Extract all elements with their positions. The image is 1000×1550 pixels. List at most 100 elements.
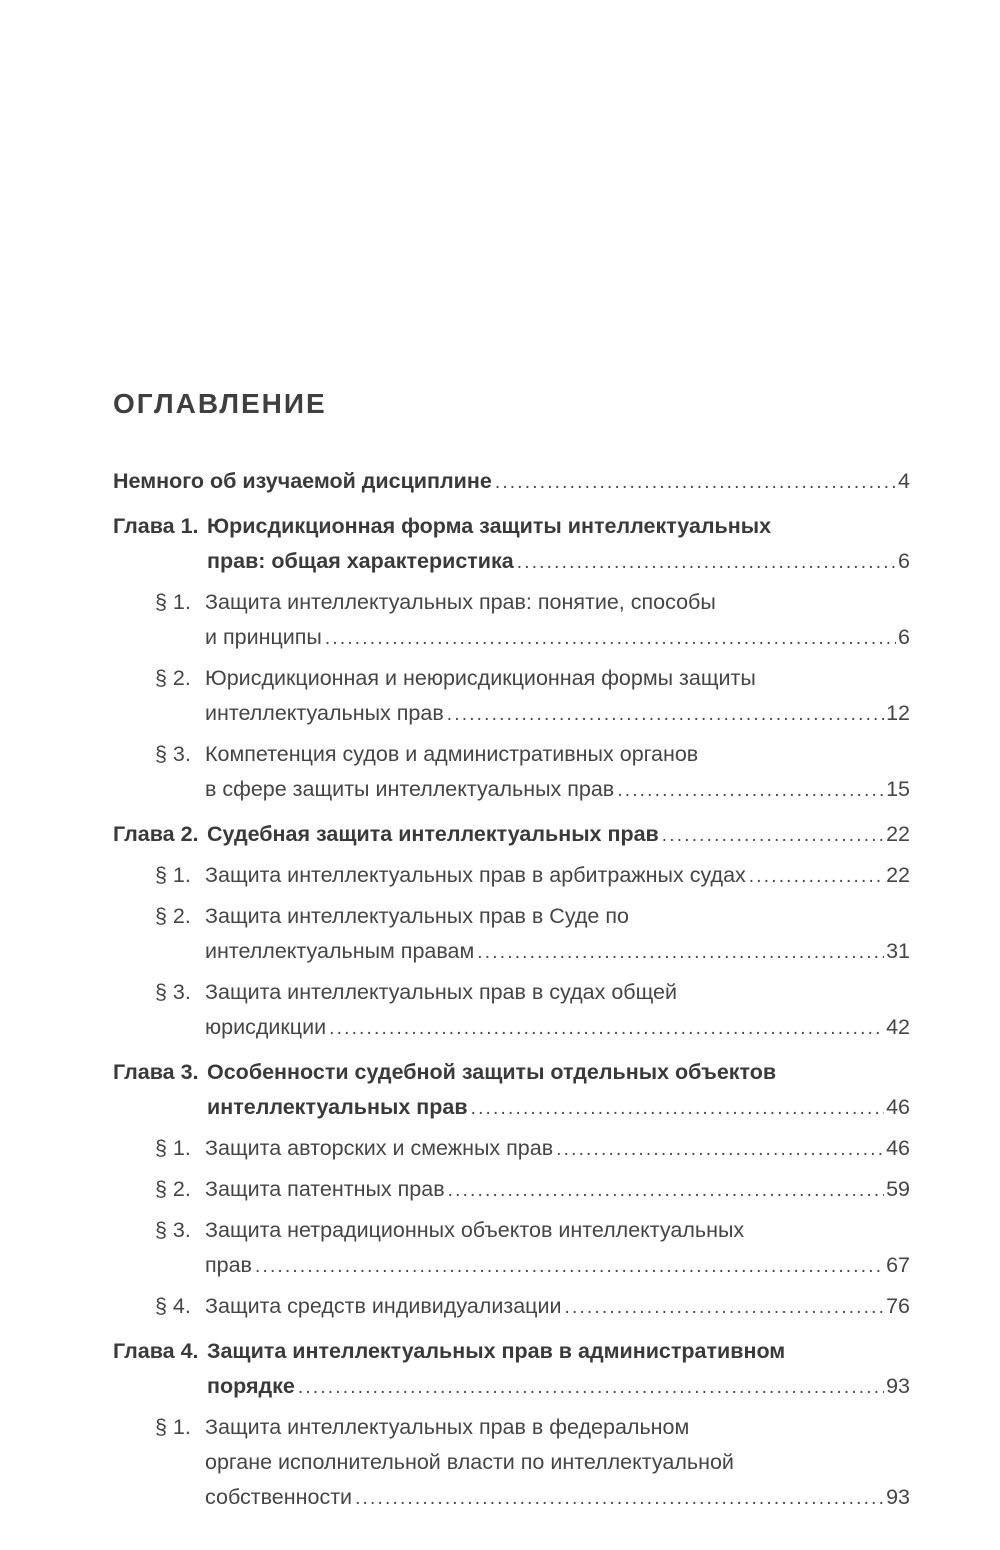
toc-line: Глава 3. Особенности судебной защиты отде…	[113, 1055, 910, 1090]
page-number: 46	[886, 1136, 910, 1160]
toc-line: § 2. Юрисдикционная и неюрисдикционная фо…	[113, 661, 910, 696]
entry-text: Защита интеллектуальных прав в Суде по	[205, 904, 629, 928]
toc-line: юрисдикции 42	[113, 1010, 910, 1046]
toc-entry: § 2. Защита патентных прав 59	[113, 1172, 910, 1208]
entry-text: Компетенция судов и административных орг…	[205, 742, 699, 766]
entry-text: интеллектуальных прав	[205, 701, 444, 725]
toc-line: § 1. Защита интеллектуальных прав в федер…	[113, 1410, 910, 1445]
toc-entry: § 2. Защита интеллектуальных прав в Суде …	[113, 899, 910, 970]
entry-text: Немного об изучаемой дисциплине	[113, 469, 492, 493]
entry-label: Глава 1.	[113, 514, 199, 538]
dot-leader	[325, 621, 896, 656]
entry-text: прав	[205, 1253, 252, 1277]
toc-line: § 2. Защита патентных прав 59	[113, 1172, 910, 1208]
entry-text: собственности	[205, 1485, 353, 1509]
page-number: 15	[886, 777, 910, 801]
toc-list: Немного об изучаемой дисциплине 4 Глава 1.…	[113, 464, 910, 1516]
entry-text: порядке	[207, 1374, 295, 1398]
toc-line: прав 67	[113, 1248, 910, 1284]
toc-entry: § 3. Защита нетрадиционных объектов интел…	[113, 1213, 910, 1284]
page-number: 4	[898, 469, 910, 493]
dot-leader	[298, 1370, 884, 1405]
entry-label: § 2.	[155, 904, 191, 928]
toc-line: § 3. Защита нетрадиционных объектов интел…	[113, 1213, 910, 1248]
entry-label: § 1.	[155, 863, 191, 887]
dot-leader	[448, 1173, 884, 1208]
page-number: 12	[886, 701, 910, 725]
dot-leader	[749, 859, 884, 894]
page-number: 22	[886, 822, 910, 846]
dot-leader	[495, 465, 896, 500]
dot-leader	[556, 1132, 884, 1167]
toc-line: § 2. Защита интеллектуальных прав в Суде …	[113, 899, 910, 934]
entry-label: § 1.	[155, 590, 191, 614]
entry-label: § 1.	[155, 1415, 191, 1439]
toc-line: интеллектуальным правам 31	[113, 934, 910, 970]
toc-entry: § 3. Компетенция судов и административных…	[113, 737, 910, 808]
dot-leader	[329, 1011, 884, 1046]
page-number: 76	[886, 1294, 910, 1318]
toc-line: собственности 93	[113, 1480, 910, 1516]
entry-text: Защита интеллектуальных прав в федеральн…	[205, 1415, 690, 1439]
page-title: ОГЛАВЛЕНИЕ	[113, 388, 327, 419]
page-number: 6	[898, 549, 910, 573]
toc-entry: § 4. Защита средств индивидуализации 76	[113, 1289, 910, 1325]
toc-line: § 3. Компетенция судов и административных…	[113, 737, 910, 772]
entry-text: органе исполнительной власти по интеллек…	[205, 1450, 734, 1474]
toc-entry: Глава 3. Особенности судебной защиты отде…	[113, 1055, 910, 1126]
entry-text: Защита средств индивидуализации	[205, 1294, 562, 1318]
entry-text: и принципы	[205, 625, 322, 649]
toc-line: § 1. Защита интеллектуальных прав в арбит…	[113, 858, 910, 894]
toc-entry: § 1. Защита авторских и смежных прав 46	[113, 1131, 910, 1167]
dot-leader	[477, 935, 884, 970]
toc-entry: § 1. Защита интеллектуальных прав в арбит…	[113, 858, 910, 894]
entry-text: Особенности судебной защиты отдельных об…	[207, 1060, 777, 1084]
entry-text: Юрисдикционная форма защиты интеллектуал…	[207, 514, 772, 538]
toc-entry: § 1. Защита интеллектуальных прав: поняти…	[113, 585, 910, 656]
toc-line: § 3. Защита интеллектуальных прав в судах…	[113, 975, 910, 1010]
entry-label: § 2.	[155, 666, 191, 690]
entry-text: Защита нетрадиционных объектов интеллект…	[205, 1218, 745, 1242]
toc-entry: Глава 1. Юрисдикционная форма защиты инте…	[113, 509, 910, 580]
toc-line: и принципы 6	[113, 620, 910, 656]
toc-line: интеллектуальных прав 12	[113, 696, 910, 732]
page-number: 6	[898, 625, 910, 649]
toc-entry: § 3. Защита интеллектуальных прав в судах…	[113, 975, 910, 1046]
entry-label: § 4.	[155, 1294, 191, 1318]
page-number: 59	[886, 1177, 910, 1201]
dot-leader	[565, 1290, 885, 1325]
page-number: 93	[886, 1374, 910, 1398]
page-number: 67	[886, 1253, 910, 1277]
toc-line: интеллектуальных прав 46	[113, 1090, 910, 1126]
dot-leader	[255, 1249, 884, 1284]
entry-text: Защита авторских и смежных прав	[205, 1136, 554, 1160]
toc-line: § 4. Защита средств индивидуализации 76	[113, 1289, 910, 1325]
dot-leader	[471, 1091, 884, 1126]
entry-text: юрисдикции	[205, 1015, 327, 1039]
entry-label: § 1.	[155, 1136, 191, 1160]
dot-leader	[617, 773, 884, 808]
toc-line: порядке 93	[113, 1369, 910, 1405]
toc-entry: § 1. Защита интеллектуальных прав в федер…	[113, 1410, 910, 1516]
page-number: 93	[886, 1485, 910, 1509]
entry-text: Защита интеллектуальных прав в судах общ…	[205, 980, 678, 1004]
entry-text: интеллектуальных прав	[207, 1095, 468, 1119]
page-number: 22	[886, 863, 910, 887]
dot-leader	[447, 697, 884, 732]
entry-label: § 3.	[155, 980, 191, 1004]
toc-line: § 1. Защита интеллектуальных прав: поняти…	[113, 585, 910, 620]
entry-label: § 3.	[155, 742, 191, 766]
entry-text: Защита интеллектуальных прав в арбитражн…	[205, 863, 746, 887]
page-number: 46	[886, 1095, 910, 1119]
toc-line: органе исполнительной власти по интеллек…	[113, 1445, 910, 1480]
toc-line: в сфере защиты интеллектуальных прав 15	[113, 772, 910, 808]
entry-label: Глава 4.	[113, 1339, 199, 1363]
entry-text: в сфере защиты интеллектуальных прав	[205, 777, 615, 801]
entry-text: Судебная защита интеллектуальных прав	[207, 822, 659, 846]
dot-leader	[662, 818, 884, 853]
page-number: 42	[886, 1015, 910, 1039]
entry-label: Глава 3.	[113, 1060, 199, 1084]
page-number: 31	[886, 939, 910, 963]
toc-entry: § 2. Юрисдикционная и неюрисдикционная фо…	[113, 661, 910, 732]
